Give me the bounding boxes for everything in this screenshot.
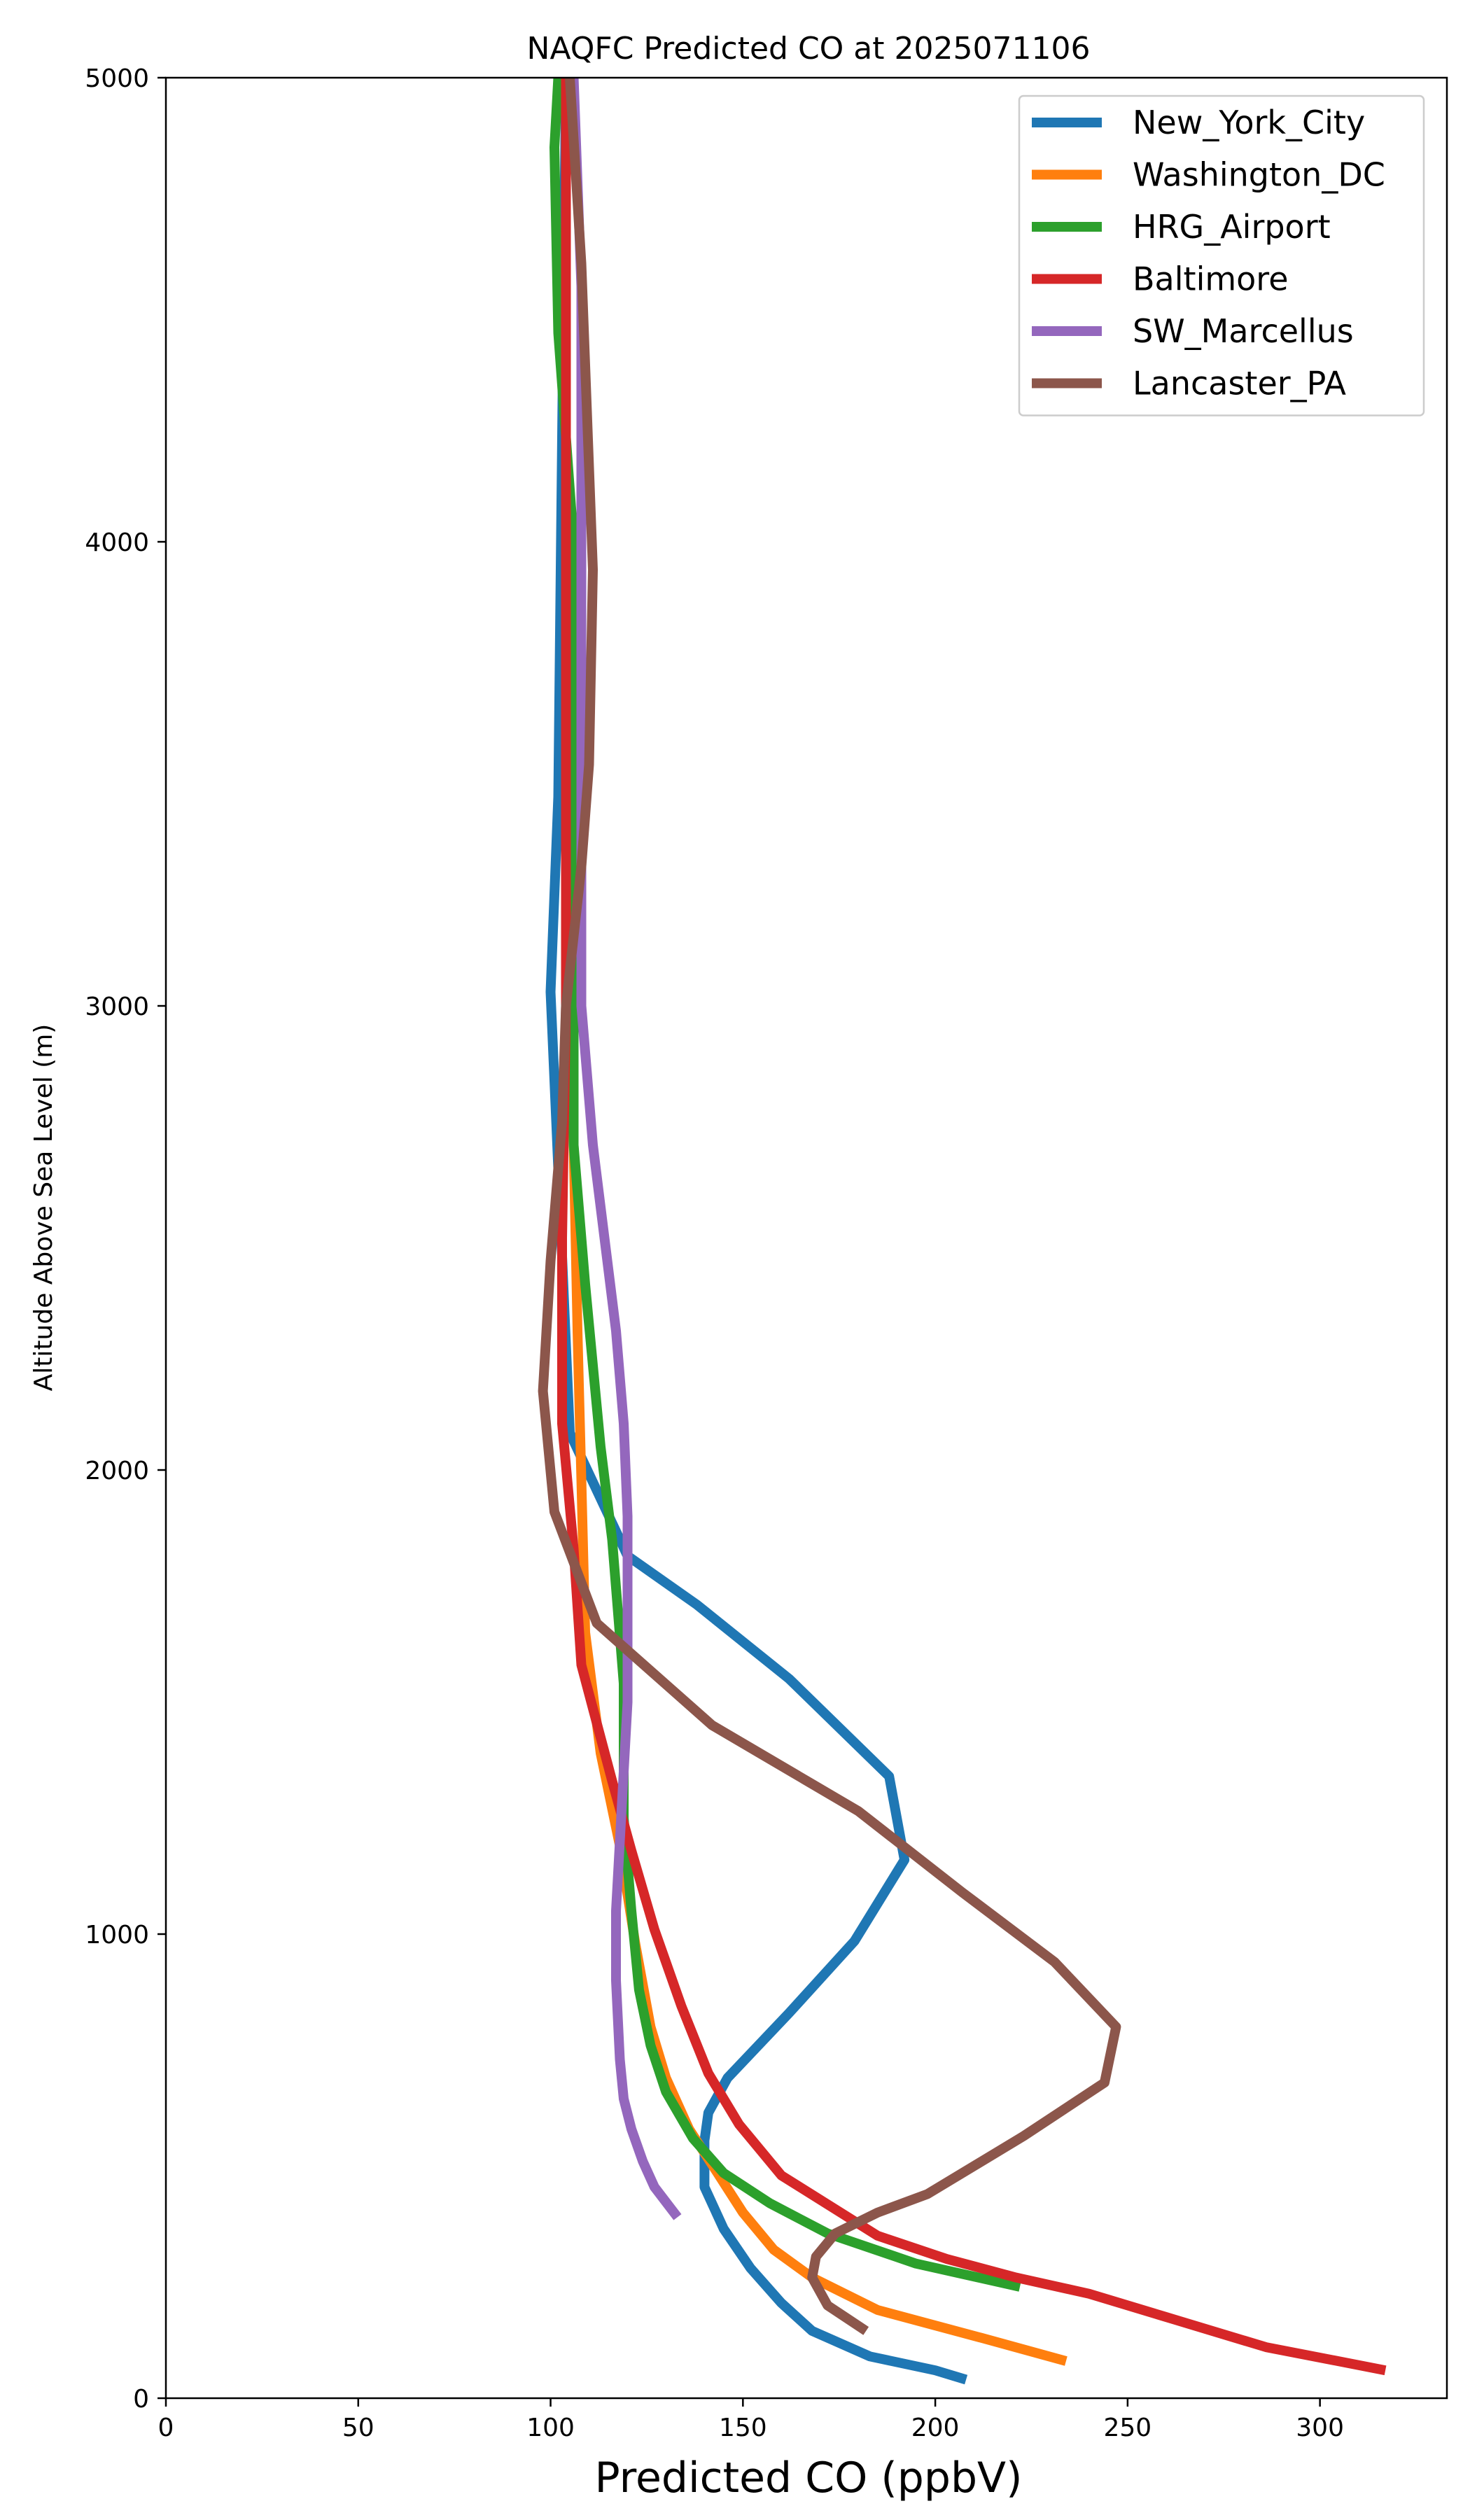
x-tick-label: 150: [719, 2414, 767, 2442]
series-line-baltimore: [557, 78, 1387, 2376]
y-tick-label: 2000: [85, 1457, 149, 1485]
x-tick-label: 100: [526, 2414, 575, 2442]
x-tick-label: 250: [1104, 2414, 1152, 2442]
y-tick-label: 4000: [85, 528, 149, 557]
legend-label: Washington_DC: [1133, 156, 1385, 194]
series-line-lancaster-pa: [538, 77, 1121, 2335]
chart-title: NAQFC Predicted CO at 2025071106: [527, 31, 1091, 66]
legend-label: Lancaster_PA: [1133, 365, 1346, 402]
x-tick-label: 50: [342, 2414, 374, 2442]
x-tick-label: 0: [158, 2414, 174, 2442]
x-tick-label: 200: [911, 2414, 960, 2442]
y-tick-label: 3000: [85, 993, 149, 1021]
legend-label: SW_Marcellus: [1133, 312, 1354, 350]
legend-label: HRG_Airport: [1133, 208, 1331, 246]
y-tick-label: 1000: [85, 1921, 149, 1949]
axes-frame: [164, 76, 1448, 2400]
x-axis-label: Predicted CO (ppbV): [594, 2454, 1022, 2502]
y-tick-label: 0: [133, 2385, 149, 2414]
legend: New_York_City Washington_DC HRG_Airport Bal…: [1018, 94, 1425, 416]
series-line-new-york-city: [545, 77, 968, 2385]
legend-box: [1018, 94, 1425, 416]
x-tick-label: 300: [1296, 2414, 1344, 2442]
legend-label: Baltimore: [1133, 260, 1289, 298]
series-line-sw-marcellus: [568, 77, 682, 2220]
plot-area: [538, 77, 1387, 2385]
legend-label: New_York_City: [1133, 104, 1365, 141]
y-axis-label: Altitude Above Sea Level (m): [29, 1024, 58, 1392]
y-tick-label: 5000: [85, 64, 149, 93]
